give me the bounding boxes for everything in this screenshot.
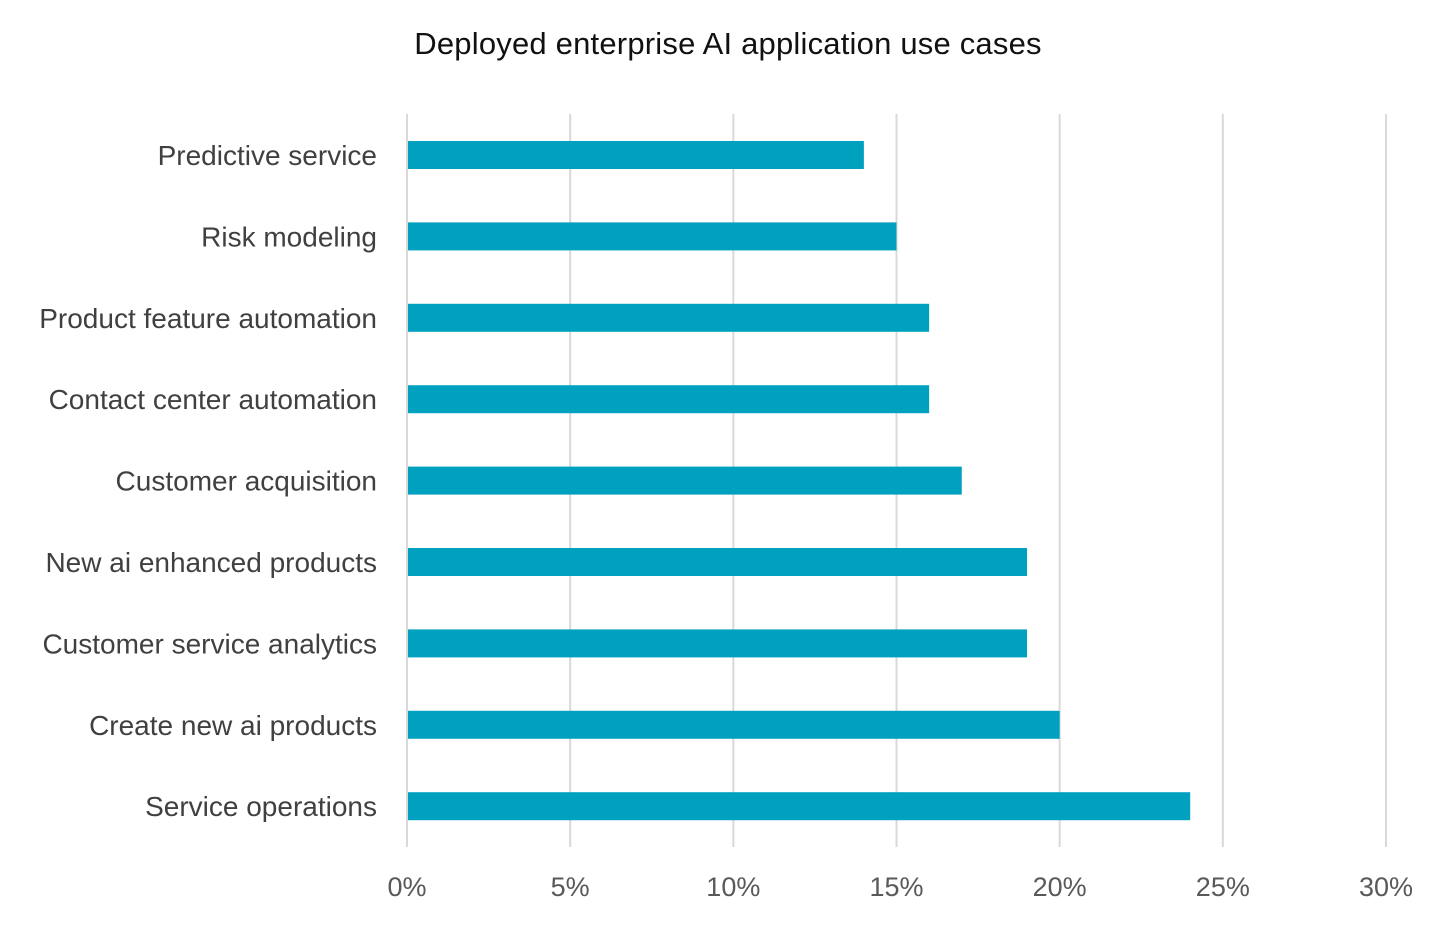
chart-title: Deployed enterprise AI application use c… (414, 26, 1042, 61)
category-label: Service operations (145, 791, 377, 822)
bar (408, 629, 1028, 658)
bar (408, 141, 864, 169)
x-tick-label: 0% (387, 872, 426, 902)
x-tick-label: 10% (706, 872, 760, 902)
bar (408, 222, 897, 251)
category-label: Product feature automation (39, 303, 377, 334)
bar (408, 548, 1028, 576)
x-tick-labels: 0% 5% 10% 15% 20% 25% 30% (387, 872, 1413, 902)
category-label: New ai enhanced products (45, 547, 377, 578)
bars (408, 141, 1191, 821)
category-label: Customer service analytics (42, 628, 377, 659)
category-label: Contact center automation (49, 384, 377, 415)
bar (408, 385, 930, 414)
category-labels: Predictive service Risk modeling Product f… (39, 140, 377, 822)
bar (408, 710, 1060, 739)
x-tick-label: 20% (1033, 872, 1087, 902)
bar (408, 792, 1191, 821)
category-label: Create new ai products (89, 710, 377, 741)
bar (408, 466, 962, 495)
category-label: Customer acquisition (116, 466, 377, 497)
bar (408, 303, 930, 332)
category-label: Risk modeling (201, 221, 377, 252)
x-tick-label: 30% (1359, 872, 1413, 902)
category-label: Predictive service (158, 140, 377, 171)
x-tick-label: 25% (1196, 872, 1250, 902)
x-tick-label: 5% (551, 872, 590, 902)
x-tick-label: 15% (869, 872, 923, 902)
